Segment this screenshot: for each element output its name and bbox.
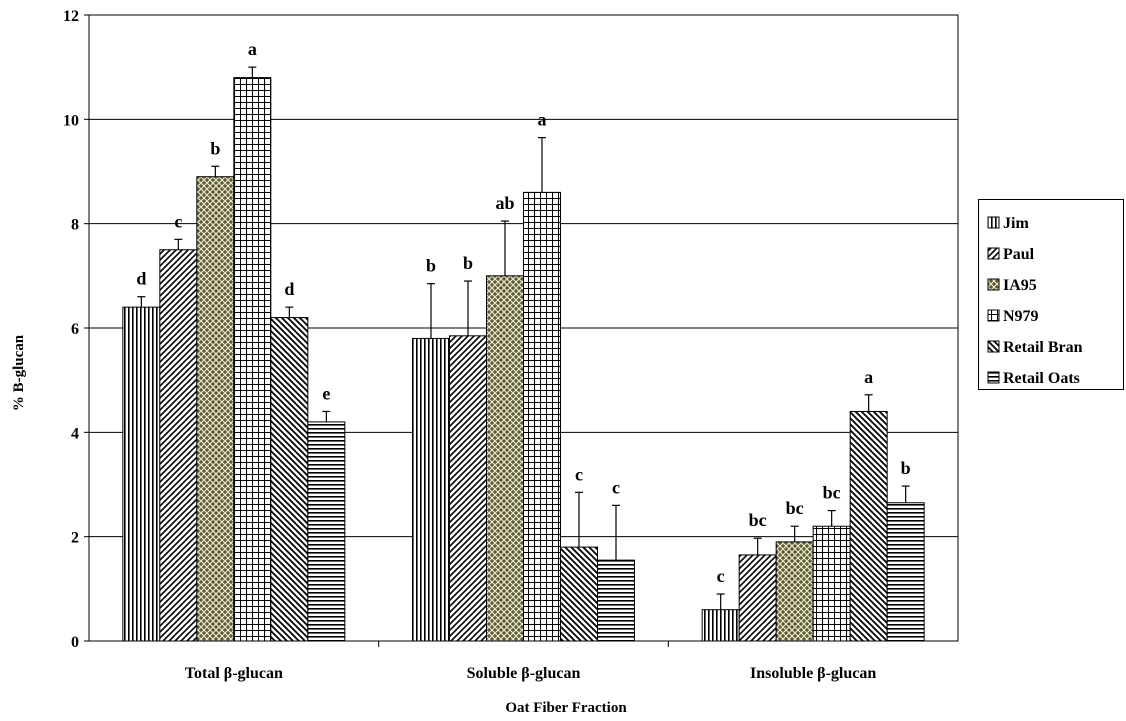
bar [449, 335, 487, 642]
significance-label: b [463, 253, 473, 273]
bar [597, 559, 635, 642]
x-tick-label: Soluble β-glucan [467, 665, 581, 682]
bar [523, 191, 561, 642]
legend-label: N979 [1003, 308, 1039, 325]
y-tick-label: 8 [71, 217, 79, 234]
legend-swatch [987, 340, 1000, 353]
x-axis-title: Oat Fiber Fraction [505, 700, 627, 716]
significance-label: a [538, 110, 547, 130]
significance-label: c [612, 477, 620, 497]
legend-label: Retail Bran [1003, 339, 1083, 356]
significance-label: bc [749, 510, 767, 530]
bar [196, 176, 235, 642]
y-tick-label: 2 [71, 530, 79, 547]
significance-label: ab [495, 193, 514, 213]
y-tick-label: 0 [71, 634, 79, 651]
y-tick-label: 6 [71, 321, 79, 338]
legend-swatch [987, 278, 1000, 291]
legend-swatch [987, 216, 1000, 229]
bar [560, 546, 598, 642]
significance-label: e [322, 383, 330, 403]
significance-label: a [864, 367, 873, 387]
significance-label: a [248, 39, 257, 59]
significance-label: d [136, 269, 146, 289]
legend-swatch [987, 309, 1000, 322]
bar [775, 541, 814, 642]
significance-label: b [210, 138, 220, 158]
bar [738, 554, 777, 642]
significance-label: c [717, 566, 725, 586]
significance-label: b [426, 256, 436, 276]
bar [849, 410, 888, 642]
bar [233, 77, 272, 642]
y-tick-label: 12 [63, 8, 79, 25]
bar [486, 275, 524, 642]
y-tick-label: 10 [63, 112, 79, 129]
x-tick-label: Insoluble β-glucan [750, 665, 876, 682]
bar [159, 249, 198, 642]
plot-frame [88, 14, 959, 642]
y-tick-label: 4 [71, 425, 79, 442]
bar [886, 502, 925, 642]
bar [812, 525, 851, 642]
significance-label: bc [823, 483, 841, 503]
legend-label: Jim [1003, 215, 1029, 232]
x-tick-label: Total β-glucan [185, 665, 283, 682]
legend-label: IA95 [1003, 277, 1037, 294]
significance-label: d [284, 279, 294, 299]
legend-swatch [987, 371, 1000, 384]
axes: 0 2 4 6 8 10 12 Total β-glucan Soluble β-glucan I… [63, 8, 959, 682]
bar [412, 337, 450, 642]
significance-label: c [174, 211, 182, 231]
significance-label: c [575, 464, 583, 484]
legend-label: Paul [1003, 246, 1035, 263]
legend: Jim Paul IA95 N979 Retail Bran Retail Oats [978, 199, 1124, 390]
bar [270, 317, 309, 642]
bar [307, 421, 346, 642]
y-axis-title: % B-glucan [11, 334, 27, 411]
significance-label: bc [786, 498, 804, 518]
bar [701, 609, 740, 642]
significance-label: b [901, 458, 911, 478]
bar [122, 306, 161, 642]
legend-swatch [987, 247, 1000, 260]
legend-label: Retail Oats [1003, 370, 1080, 387]
